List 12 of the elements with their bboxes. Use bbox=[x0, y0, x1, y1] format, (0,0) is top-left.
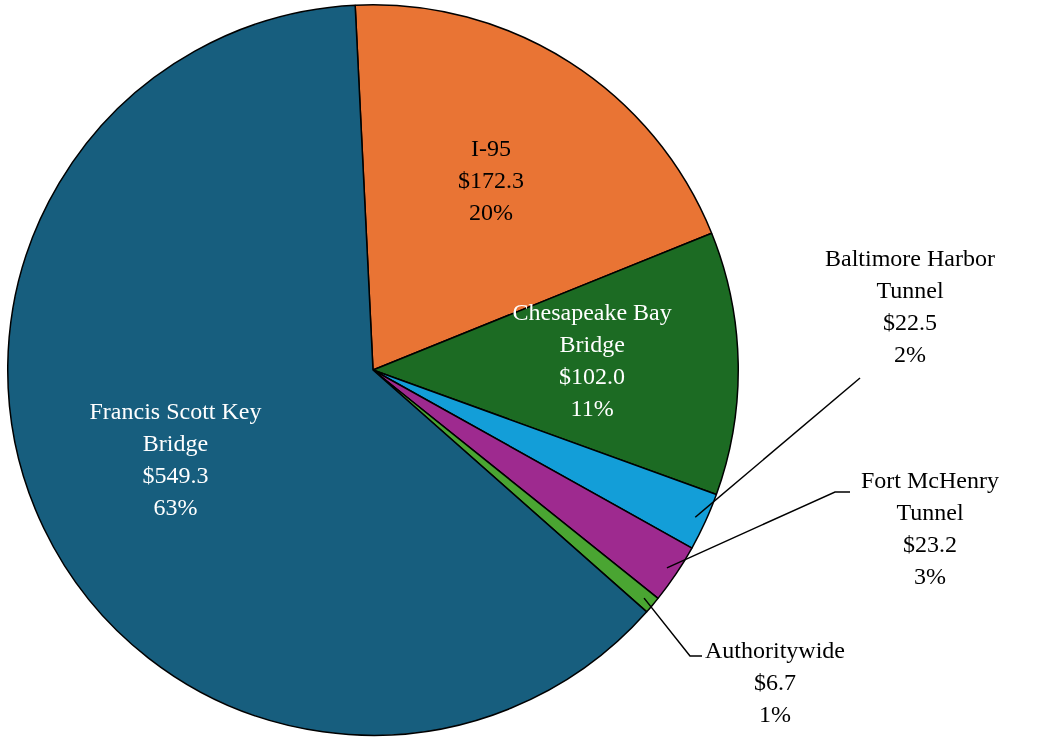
slice-label: Francis Scott Key Bridge bbox=[89, 398, 262, 457]
slice-label: Fort McHenry Tunnel bbox=[861, 467, 999, 526]
data-label: $102.0 11% bbox=[559, 363, 626, 422]
slice-label: Chesapeake Bay Bridge bbox=[512, 299, 672, 358]
slice-label: Authoritywide bbox=[705, 637, 845, 664]
data-label: $23.2 3% bbox=[903, 531, 957, 590]
data-label: $22.5 2% bbox=[883, 309, 937, 368]
data-label: $172.3 20% bbox=[458, 166, 525, 225]
data-label: $549.3 63% bbox=[142, 462, 209, 521]
slice-label: I-95 bbox=[471, 134, 512, 161]
slice-label: Baltimore Harbor Tunnel bbox=[825, 245, 995, 304]
data-label: $6.7 1% bbox=[754, 669, 796, 728]
